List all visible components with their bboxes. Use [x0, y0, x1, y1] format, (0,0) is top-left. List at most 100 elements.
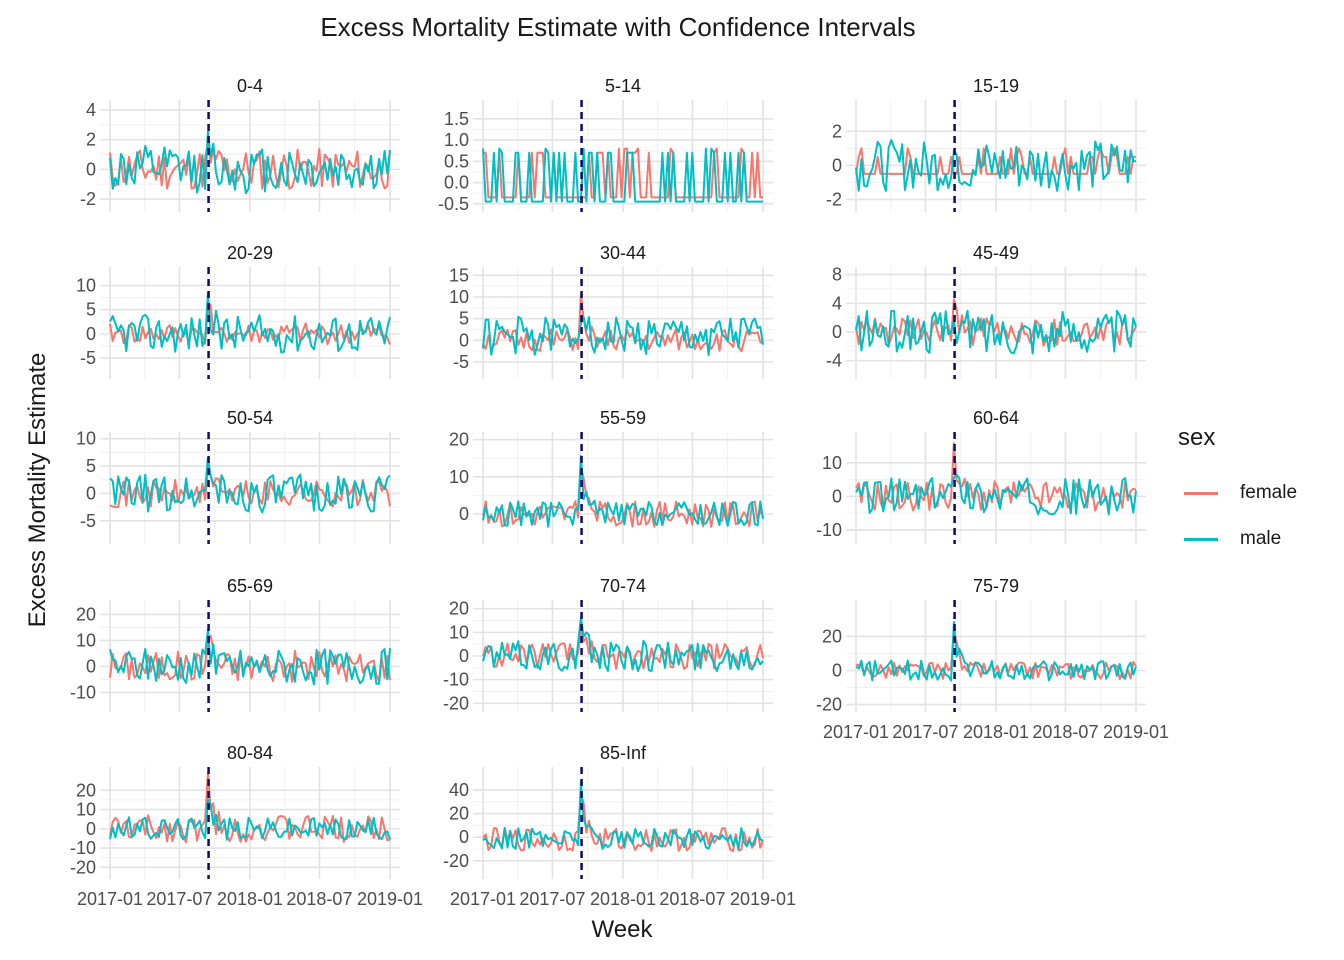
facet-label: 45-49	[973, 243, 1019, 263]
y-tick-label: -10	[816, 520, 842, 540]
y-tick-label: -2	[826, 189, 842, 209]
facet-panel-75-79: 75-79 -20 0 20 2017-01 2017-07 2018-01 2018-07 2…	[816, 576, 1169, 742]
y-tick-label: -20	[443, 693, 469, 713]
legend-title: sex	[1178, 424, 1216, 451]
y-tick-label: 0	[459, 504, 469, 524]
x-tick-label: 2018-01	[217, 889, 283, 909]
series-line-male	[482, 616, 764, 673]
x-tick-label: 2017-01	[450, 889, 516, 909]
y-tick-label: -5	[80, 348, 96, 368]
facet-panel-20-29: 20-29 -5 0 5 10	[76, 243, 400, 379]
x-tick-label: 2017-01	[823, 722, 889, 742]
legend-label-female: female	[1240, 482, 1298, 503]
x-tick-label: 2017-07	[519, 889, 585, 909]
y-tick-label: 10	[76, 429, 96, 449]
y-tick-label: 10	[449, 287, 469, 307]
legend-label-male: male	[1240, 528, 1282, 549]
facet-label: 55-59	[600, 408, 646, 428]
y-tick-label: -10	[70, 838, 96, 858]
y-tick-label: 10	[76, 630, 96, 650]
facet-label: 20-29	[227, 243, 273, 263]
y-tick-label: 0	[86, 656, 96, 676]
facet-panel-45-49: 45-49 -4 0 4 8	[826, 243, 1146, 379]
x-tick-label: 2018-01	[963, 722, 1029, 742]
y-tick-label: 10	[449, 467, 469, 487]
series-line-male	[855, 309, 1137, 355]
y-tick-label: 40	[449, 780, 469, 800]
y-tick-label: 0	[459, 827, 469, 847]
x-tick-label: 2018-07	[286, 889, 352, 909]
x-tick-label: 2018-07	[659, 889, 725, 909]
series-line-male	[109, 130, 391, 195]
y-tick-label: 20	[76, 780, 96, 800]
facet-panel-5-14: 5-14 -0.50.00.51.01.5	[438, 76, 773, 214]
facet-panel-70-74: 70-74 -20 -10 0 10 20	[443, 576, 773, 713]
series-line-male	[109, 292, 391, 354]
y-tick-label: 10	[76, 800, 96, 820]
y-tick-label: 0	[459, 330, 469, 350]
legend-item-male: male	[1178, 516, 1297, 562]
y-tick-label: 15	[449, 265, 469, 285]
y-tick-label: 20	[822, 626, 842, 646]
y-tick-label: -5	[453, 352, 469, 372]
facet-panel-60-64: 60-64 -10 0 10	[816, 408, 1146, 544]
y-tick-label: 0	[832, 155, 842, 175]
series-line-male	[109, 798, 391, 841]
y-tick-label: 20	[449, 804, 469, 824]
facet-label: 75-79	[973, 576, 1019, 596]
series-line-male	[482, 315, 764, 357]
y-tick-label: 0	[86, 483, 96, 503]
y-tick-label: -5	[80, 511, 96, 531]
series-line-female	[483, 147, 763, 199]
y-tick-label: -20	[70, 857, 96, 877]
legend-item-female: female	[1178, 470, 1297, 516]
facet-panel-55-59: 55-59 0 10 20	[449, 408, 773, 544]
chart-title: Excess Mortality Estimate with Confidenc…	[320, 12, 916, 42]
y-tick-label: 20	[449, 599, 469, 619]
y-tick-label: 20	[449, 430, 469, 450]
y-tick-label: -4	[826, 351, 842, 371]
y-tick-label: 4	[86, 100, 96, 120]
y-tick-label: 10	[822, 453, 842, 473]
y-tick-label: 0	[86, 159, 96, 179]
facet-label: 70-74	[600, 576, 646, 596]
y-tick-label: 5	[459, 309, 469, 329]
x-tick-label: 2018-01	[590, 889, 656, 909]
facet-panel-65-69: 65-69 -10 0 10 20	[70, 576, 400, 712]
series-line-female	[109, 303, 391, 346]
facet-panel-15-19: 15-19 -2 0 2	[826, 76, 1146, 212]
series-line-male	[482, 454, 764, 528]
y-tick-label: 0	[86, 819, 96, 839]
facet-panel-85-Inf: 85-Inf -20 0 20 40 2017-01 2017-07 2018-01 2018-…	[443, 743, 796, 909]
y-tick-label: 5	[86, 456, 96, 476]
series-line-female	[855, 298, 1137, 347]
facet-panel-0-4: 0-4 -2 0 2 4	[80, 76, 400, 212]
x-tick-label: 2017-01	[77, 889, 143, 909]
x-tick-label: 2019-01	[730, 889, 796, 909]
y-tick-label: 0	[86, 324, 96, 344]
x-axis-title: Week	[591, 916, 653, 943]
series-line-female	[855, 147, 1136, 175]
y-tick-label: -10	[70, 682, 96, 702]
facet-label: 50-54	[227, 408, 273, 428]
facet-label: 85-Inf	[600, 743, 647, 763]
facet-label: 0-4	[237, 76, 263, 96]
y-tick-label: 0	[832, 660, 842, 680]
series-line-male	[482, 781, 764, 850]
facet-label: 5-14	[605, 76, 641, 96]
facet-panel-50-54: 50-54 -5 0 5 10	[76, 408, 400, 544]
legend: sex female male	[1178, 424, 1297, 562]
y-tick-label: -2	[80, 189, 96, 209]
y-tick-label: 0.5	[444, 151, 469, 171]
facet-label: 80-84	[227, 743, 273, 763]
facet-label: 30-44	[600, 243, 646, 263]
y-tick-label: 8	[832, 265, 842, 285]
facet-label: 65-69	[227, 576, 273, 596]
series-line-female	[482, 293, 764, 353]
y-tick-label: 4	[832, 293, 842, 313]
y-tick-label: -0.5	[438, 194, 469, 214]
y-tick-label: 0.0	[444, 173, 469, 193]
